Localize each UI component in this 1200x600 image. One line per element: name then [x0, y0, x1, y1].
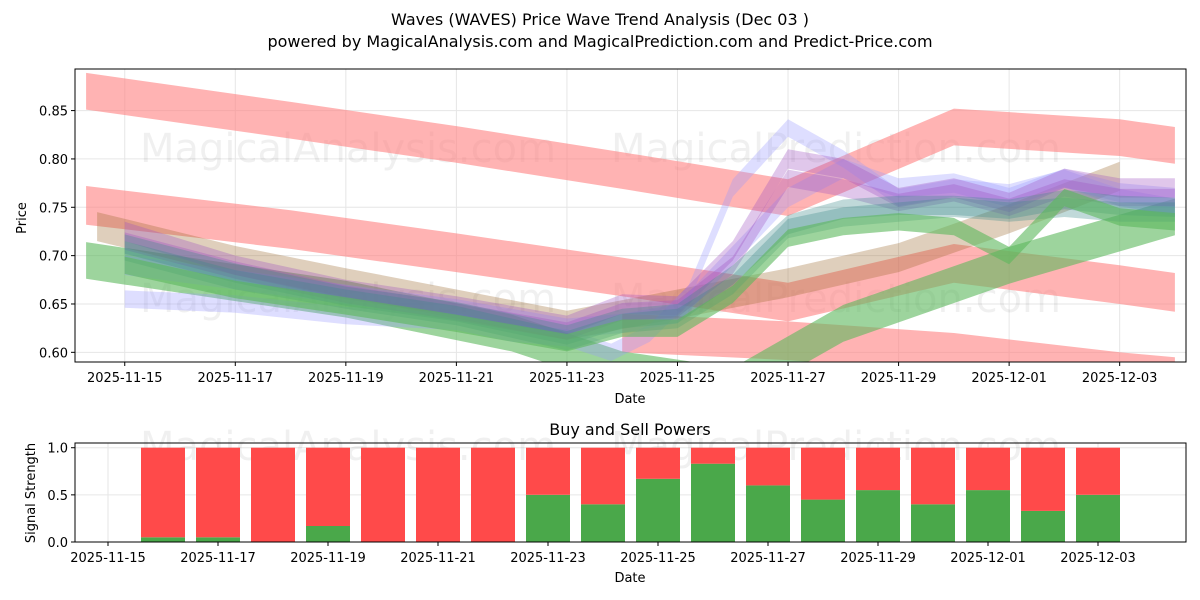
- buy-bar: [306, 526, 350, 542]
- sell-bar: [306, 447, 350, 526]
- signal-x-tick-label: 2025-11-15: [70, 551, 146, 566]
- signal-x-tick-label: 2025-11-21: [400, 551, 476, 566]
- price-chart: MagicalAnalysis.com MagicalPrediction.co…: [15, 68, 1187, 407]
- signal-chart: Buy and Sell Powers MagicalAnalysis.com …: [24, 420, 1187, 586]
- sell-bar: [691, 447, 735, 464]
- sell-bar: [1021, 447, 1065, 511]
- buy-bar: [966, 490, 1010, 542]
- signal-y-tick-label: 0.0: [47, 536, 68, 551]
- band-purple-1: [124, 149, 1175, 335]
- chart-title: Waves (WAVES) Price Wave Trend Analysis …: [391, 10, 809, 29]
- band-blue-2: [124, 158, 1175, 338]
- signal-x-tick-label: 2025-11-29: [840, 551, 916, 566]
- sell-bar: [526, 447, 570, 495]
- price-x-tick-label: 2025-11-25: [640, 371, 716, 386]
- signal-chart-title: Buy and Sell Powers: [549, 420, 711, 439]
- buy-bar: [1021, 510, 1065, 542]
- signal-x-axis-label: Date: [614, 571, 645, 586]
- price-x-tick-label: 2025-11-19: [308, 371, 384, 386]
- sell-bar: [471, 447, 515, 542]
- buy-bar: [911, 504, 955, 542]
- price-x-tick-label: 2025-11-23: [529, 371, 605, 386]
- sell-bar: [856, 447, 900, 491]
- signal-x-tick-label: 2025-12-03: [1060, 551, 1136, 566]
- sell-bar: [801, 447, 845, 500]
- sell-bar: [966, 447, 1010, 491]
- price-y-tick-label: 0.80: [39, 153, 68, 168]
- band-red-upper: [86, 72, 1175, 217]
- sell-bar: [251, 447, 295, 542]
- band-brown-long: [97, 161, 1120, 340]
- signal-x-tick-label: 2025-12-01: [950, 551, 1026, 566]
- sell-bar: [361, 447, 405, 542]
- price-y-axis: 0.60 0.65 0.70 0.75 0.80 0.85: [39, 105, 75, 361]
- price-y-axis-label: Price: [15, 202, 30, 234]
- sell-bar: [636, 447, 680, 479]
- price-x-tick-label: 2025-11-17: [198, 371, 274, 386]
- sell-bar: [911, 447, 955, 505]
- price-x-tick-label: 2025-11-27: [750, 371, 826, 386]
- buy-bar: [856, 490, 900, 542]
- buy-bar: [1076, 494, 1120, 542]
- band-green-long: [86, 198, 1175, 362]
- signal-x-tick-label: 2025-11-23: [510, 551, 586, 566]
- price-x-tick-label: 2025-12-03: [1082, 371, 1158, 386]
- price-y-tick-label: 0.85: [39, 105, 68, 120]
- buy-bar: [801, 499, 845, 542]
- signal-bars: [141, 447, 1120, 542]
- sell-bar: [1076, 447, 1120, 495]
- price-x-tick-label: 2025-11-21: [419, 371, 495, 386]
- sell-bar: [746, 447, 790, 486]
- band-purple-2: [124, 169, 1175, 340]
- signal-x-tick-label: 2025-11-27: [730, 551, 806, 566]
- price-y-tick-label: 0.75: [39, 201, 68, 216]
- signal-x-tick-label: 2025-11-19: [290, 551, 366, 566]
- sell-bar: [141, 447, 185, 538]
- price-x-tick-label: 2025-12-01: [971, 371, 1047, 386]
- signal-x-tick-label: 2025-11-25: [620, 551, 696, 566]
- signal-y-tick-label: 0.5: [47, 489, 68, 504]
- signal-y-axis-label: Signal Strength: [24, 443, 39, 543]
- sell-bar: [416, 447, 460, 542]
- buy-bar: [746, 485, 790, 542]
- band-green-short: [124, 188, 1175, 352]
- price-bands: [86, 72, 1175, 362]
- chart-subtitle: powered by MagicalAnalysis.com and Magic…: [267, 32, 932, 51]
- price-y-tick-label: 0.65: [39, 298, 68, 313]
- price-x-tick-label: 2025-11-15: [87, 371, 163, 386]
- buy-bar: [636, 478, 680, 542]
- price-y-tick-label: 0.60: [39, 346, 68, 361]
- price-x-axis-label: Date: [614, 392, 645, 407]
- signal-y-tick-label: 1.0: [47, 442, 68, 457]
- price-x-tick-label: 2025-11-29: [861, 371, 937, 386]
- buy-bar: [581, 504, 625, 542]
- signal-plot-frame: [74, 442, 1187, 543]
- buy-bar: [526, 494, 570, 542]
- price-y-tick-label: 0.70: [39, 250, 68, 265]
- buy-bar: [141, 537, 185, 542]
- sell-bar: [196, 447, 240, 538]
- signal-y-axis: 0.0 0.5 1.0: [47, 442, 75, 551]
- buy-bar: [196, 537, 240, 542]
- price-x-axis: 2025-11-15 2025-11-17 2025-11-19 2025-11-21…: [87, 362, 1157, 386]
- signal-x-tick-label: 2025-11-17: [180, 551, 256, 566]
- price-plot-frame: [74, 68, 1187, 363]
- buy-bar: [691, 463, 735, 542]
- sell-bar: [581, 447, 625, 505]
- signal-x-axis: 2025-11-15 2025-11-17 2025-11-19 2025-11-21…: [70, 542, 1136, 566]
- band-red-lower: [622, 313, 1175, 362]
